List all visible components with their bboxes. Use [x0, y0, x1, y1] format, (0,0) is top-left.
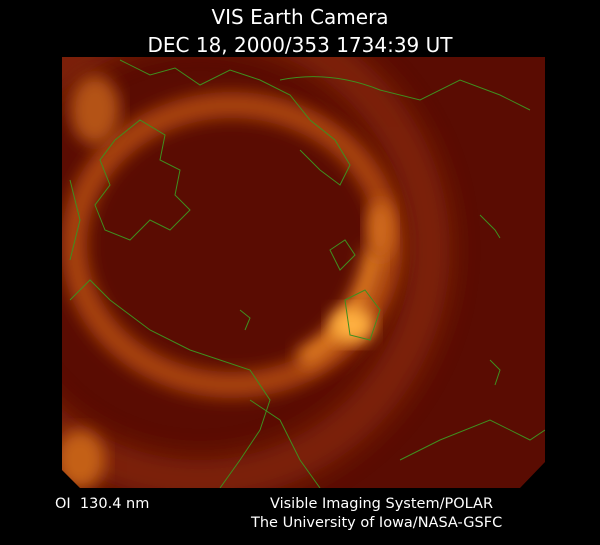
- auroral-image: [62, 57, 545, 488]
- image-timestamp: DEC 18, 2000/353 1734:39 UT: [148, 33, 454, 57]
- image-title: VIS Earth Camera: [211, 5, 388, 29]
- credit-line: Visible Imaging System/POLAR: [270, 496, 493, 512]
- filter-label: OI 130.4 nm: [55, 496, 149, 512]
- credit-line: The University of Iowa/NASA-GSFC: [250, 515, 502, 531]
